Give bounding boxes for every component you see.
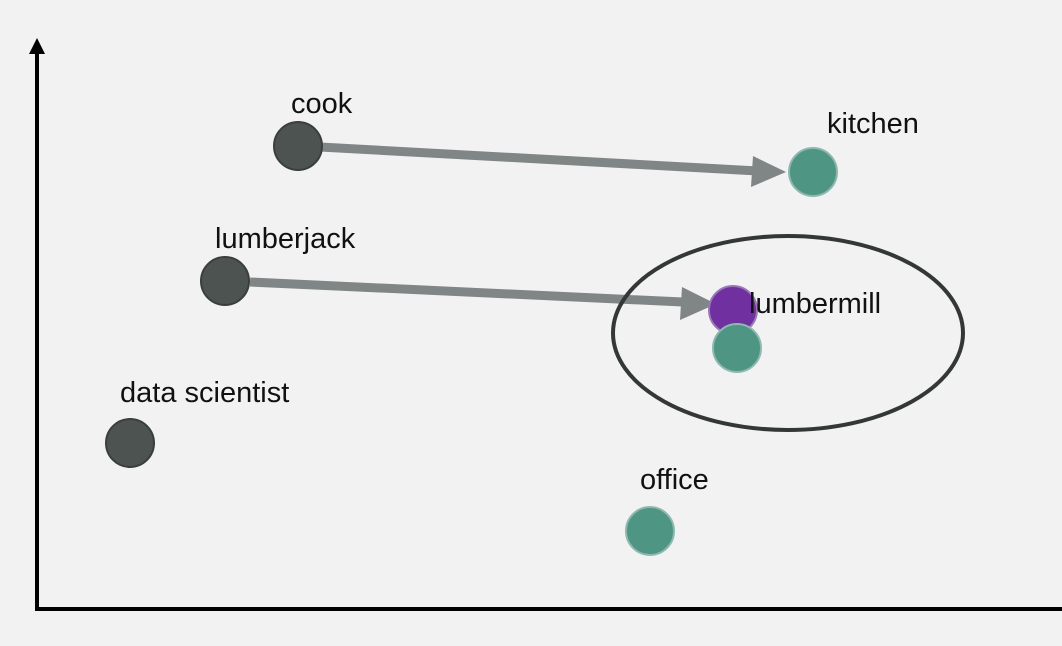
lumbermill-node [712, 323, 762, 373]
cook-to-kitchen-arrow [319, 142, 759, 176]
office-label: office [640, 464, 709, 496]
y-axis-arrow-icon [29, 38, 45, 54]
highlight-ellipse [611, 234, 965, 432]
lumberjack-to-lumbermill-arrowhead-icon [680, 287, 716, 320]
kitchen-node [788, 147, 838, 197]
kitchen-label: kitchen [827, 108, 919, 140]
lumbermill-label: lumbermill [749, 288, 882, 320]
cook-node [273, 121, 323, 171]
data-scientist-node [105, 418, 155, 468]
lumberjack-label: lumberjack [215, 223, 356, 255]
cook-to-kitchen-arrowhead-icon [751, 156, 786, 187]
office-node [625, 506, 675, 556]
lumberjack-to-lumbermill-arrow [249, 277, 684, 307]
data-scientist-label: data scientist [120, 377, 290, 409]
cook-label: cook [291, 88, 353, 120]
lumberjack-node [200, 256, 250, 306]
